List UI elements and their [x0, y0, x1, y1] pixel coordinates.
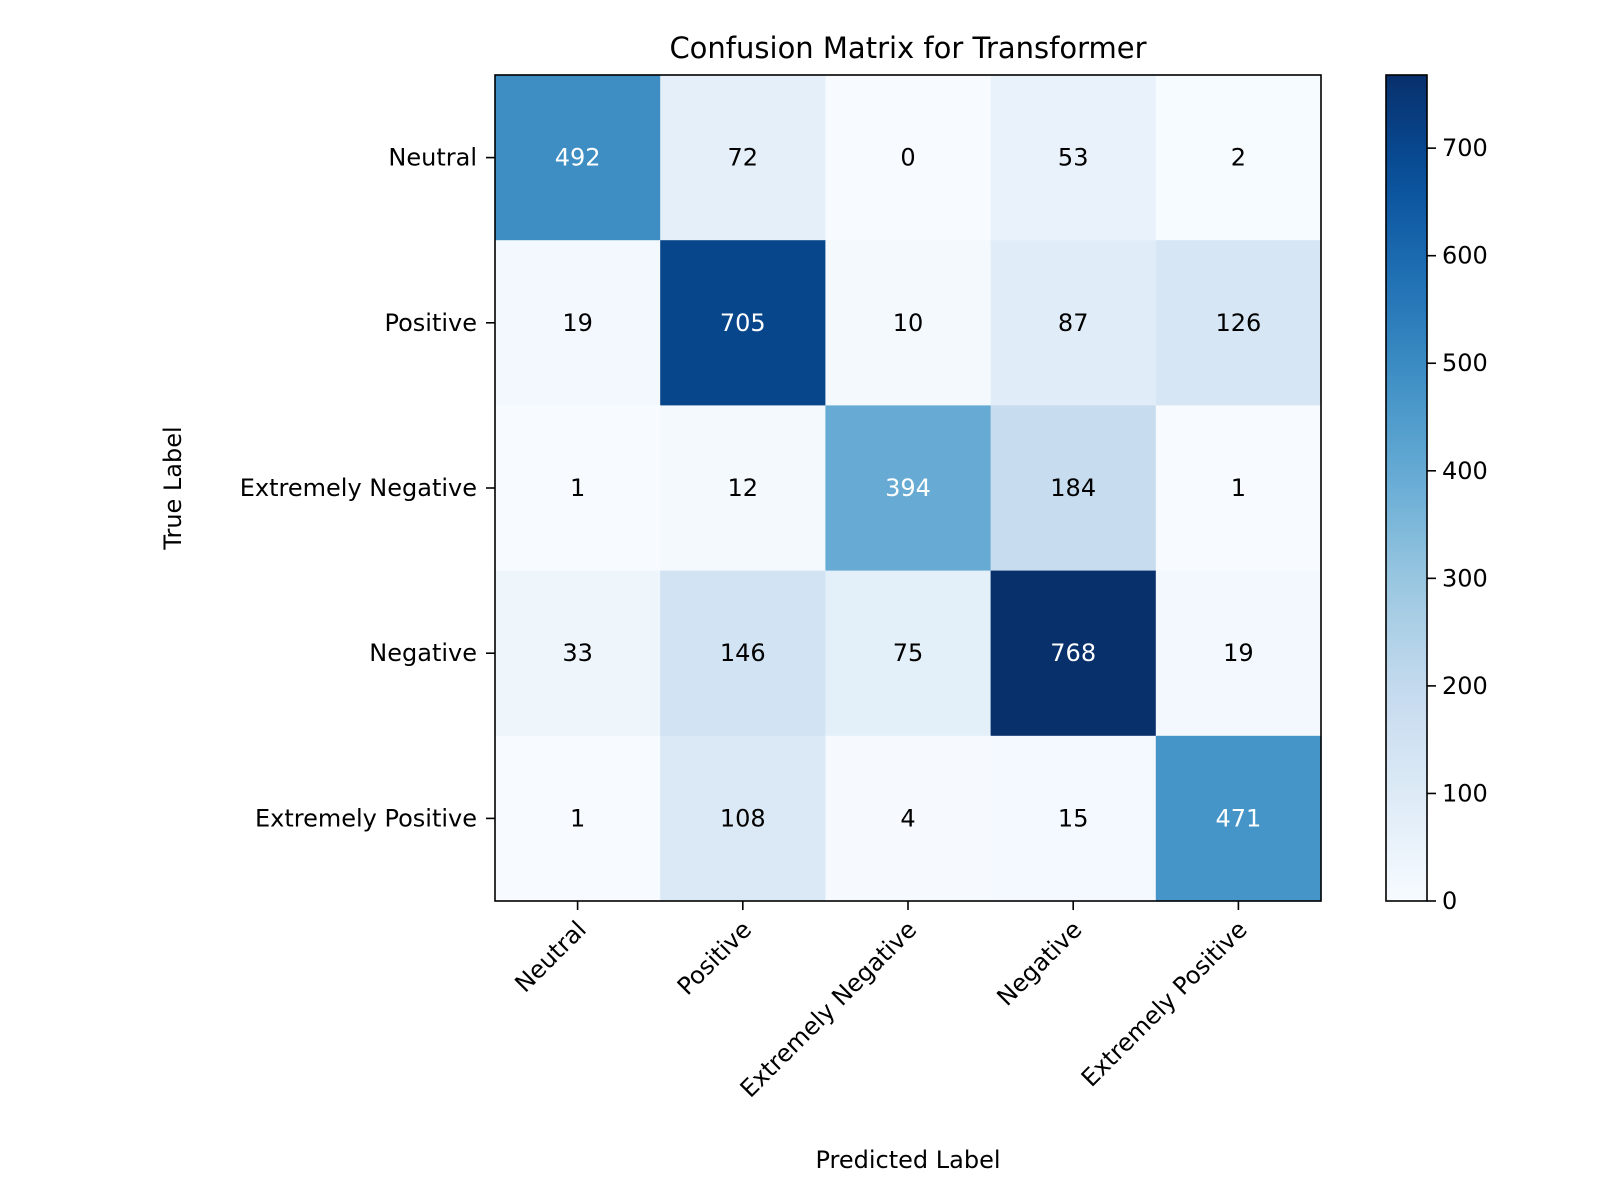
cell-value-label: 492 [555, 144, 601, 172]
y-tick-label: Extremely Negative [240, 474, 477, 502]
x-tick-label: Negative [991, 915, 1087, 1011]
y-axis-label: True Label [159, 426, 187, 550]
cell-value-label: 12 [728, 474, 759, 502]
heatmap-cell [660, 405, 826, 572]
heatmap-cell [1155, 735, 1322, 902]
y-axis-ticks: Neutral Positive Extremely Negative Negativ… [240, 144, 495, 832]
cell-value-label: 4 [900, 804, 915, 832]
heatmap-cell [990, 735, 1157, 902]
cell-value-label: 2 [1231, 144, 1246, 172]
heatmap-cell [660, 735, 826, 902]
cell-value-label: 53 [1058, 144, 1089, 172]
cell-value-label: 87 [1058, 309, 1089, 337]
colorbar-tick-label: 200 [1442, 672, 1488, 700]
heatmap-cell [495, 240, 661, 406]
heatmap-cell [990, 240, 1157, 406]
cell-value-label: 184 [1050, 474, 1096, 502]
heatmap-cell [990, 405, 1157, 572]
colorbar-tick-label: 300 [1442, 564, 1488, 592]
cell-value-label: 126 [1215, 309, 1261, 337]
heatmap-cell [1155, 570, 1322, 737]
cell-value-label: 19 [1223, 639, 1254, 667]
cell-value-label: 768 [1050, 639, 1096, 667]
colorbar-tick-label: 500 [1442, 349, 1488, 377]
cell-value-label: 10 [893, 309, 924, 337]
heatmap-cells [495, 75, 1322, 902]
heatmap-cell [660, 570, 826, 737]
heatmap-cell [1155, 405, 1322, 572]
heatmap-cell [660, 240, 826, 406]
heatmap-cell [990, 570, 1157, 737]
heatmap-cell [495, 735, 661, 902]
cell-value-label: 0 [900, 144, 915, 172]
heatmap-cell [990, 75, 1157, 241]
cell-value-label: 108 [720, 804, 766, 832]
cell-value-label: 1 [570, 804, 585, 832]
cell-value-label: 1 [1231, 474, 1246, 502]
cell-value-label: 146 [720, 639, 766, 667]
cell-value-label: 15 [1058, 804, 1089, 832]
cell-value-label: 75 [893, 639, 924, 667]
x-axis-label: Predicted Label [815, 1146, 1000, 1174]
cell-value-label: 471 [1215, 804, 1261, 832]
heatmap-cell [495, 75, 661, 241]
heatmap-cell [825, 405, 992, 572]
colorbar-tick-label: 700 [1442, 134, 1488, 162]
heatmap-cell [495, 570, 661, 737]
cell-value-label: 705 [720, 309, 766, 337]
cell-value-label: 72 [728, 144, 759, 172]
y-tick-label: Neutral [388, 144, 477, 172]
heatmap-cell [825, 570, 992, 737]
x-tick-label: Positive [672, 915, 757, 1000]
y-tick-label: Negative [369, 639, 477, 667]
colorbar-tick-label: 600 [1442, 242, 1488, 270]
y-tick-label: Positive [384, 309, 477, 337]
cell-value-labels: 492 72 0 53 2 19 705 10 87 126 1 12 394 184 1 33 146 75 76… [555, 144, 1262, 833]
heatmap-cell [1155, 75, 1322, 241]
cell-value-label: 33 [562, 639, 593, 667]
heatmap-cell [825, 735, 992, 902]
chart-title: Confusion Matrix for Transformer [669, 31, 1146, 65]
y-tick-label: Extremely Positive [255, 804, 477, 832]
colorbar-tick-label: 100 [1442, 779, 1488, 807]
colorbar-tick-label: 0 [1442, 887, 1457, 915]
heatmap-cell [825, 75, 992, 241]
heatmap-cell [825, 240, 992, 406]
colorbar-tick-label: 400 [1442, 457, 1488, 485]
cell-value-label: 394 [885, 474, 931, 502]
colorbar [1385, 74, 1428, 902]
heatmap-cell [1155, 240, 1322, 406]
heatmap-cell [660, 75, 826, 241]
cell-value-label: 19 [562, 309, 593, 337]
x-tick-label: Neutral [509, 915, 591, 997]
x-tick-label: Extremely Negative [735, 915, 923, 1103]
colorbar-ticks: 0 100 200 300 400 500 600 700 [1427, 134, 1488, 915]
heatmap-cell [495, 405, 661, 572]
x-tick-label: Extremely Positive [1076, 915, 1253, 1092]
cell-value-label: 1 [570, 474, 585, 502]
